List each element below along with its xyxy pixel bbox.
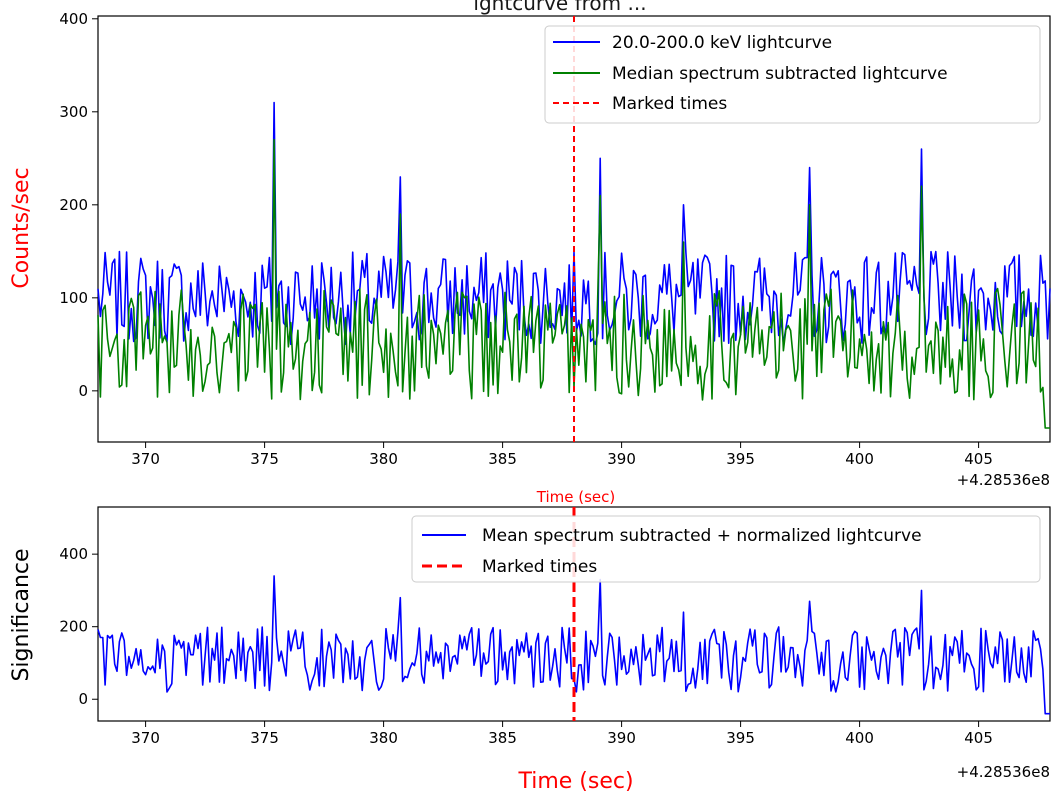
bottom-x-tick-label: 385 — [488, 729, 517, 747]
top-series-line-0 — [97, 101, 1051, 346]
figure-title-fragment: ightcurve from ... — [473, 0, 646, 15]
bottom-x-ticks: 370 375 380 385 390 395 400 405 — [131, 721, 993, 747]
top-x-tick-label: 380 — [369, 450, 398, 468]
top-panel: 370 375 380 385 390 395 400 405 0 100 200 300 400 +… — [9, 10, 1051, 506]
top-x-ticks: 370 375 380 385 390 395 400 405 — [131, 442, 993, 468]
top-x-tick-label: 405 — [964, 450, 993, 468]
bottom-x-tick-label: 390 — [607, 729, 636, 747]
bottom-x-tick-label: 380 — [369, 729, 398, 747]
bottom-y-axis-label: Significance — [9, 548, 34, 681]
top-y-axis-label: Counts/sec — [9, 167, 34, 288]
bottom-y-ticks: 0 200 400 — [59, 545, 98, 708]
bottom-legend: Mean spectrum subtracted + normalized li… — [411, 515, 1041, 583]
bottom-x-tick-label: 375 — [250, 729, 279, 747]
top-legend-box — [544, 25, 1041, 124]
bottom-y-tick-label: 0 — [78, 690, 88, 708]
bottom-legend-box — [411, 515, 1041, 583]
bottom-x-tick-label: 370 — [131, 729, 160, 747]
top-legend-label-median: Median spectrum subtracted lightcurve — [612, 64, 948, 84]
top-y-tick-label: 100 — [59, 289, 88, 307]
top-legend-label-marked: Marked times — [612, 94, 727, 114]
top-offset-label: +4.28536e8 — [957, 471, 1050, 489]
bottom-x-tick-label: 405 — [964, 729, 993, 747]
top-y-ticks: 0 100 200 300 400 — [59, 10, 98, 400]
top-legend-label-lightcurve: 20.0-200.0 keV lightcurve — [612, 33, 832, 53]
top-legend: 20.0-200.0 keV lightcurve Median spectru… — [544, 25, 1041, 124]
bottom-panel: 370 375 380 385 390 395 400 405 0 200 400 +4.2853… — [9, 506, 1051, 794]
bottom-y-tick-label: 200 — [59, 618, 88, 636]
top-y-tick-label: 200 — [59, 196, 88, 214]
bottom-x-axis-label: Time (sec) — [517, 769, 633, 794]
top-x-tick-label: 400 — [845, 450, 874, 468]
top-y-tick-label: 0 — [78, 382, 88, 400]
top-x-tick-label: 385 — [488, 450, 517, 468]
top-y-tick-label: 300 — [59, 103, 88, 121]
bottom-x-tick-label: 400 — [845, 729, 874, 747]
bottom-y-tick-label: 400 — [59, 545, 88, 563]
top-x-tick-label: 370 — [131, 450, 160, 468]
top-y-tick-label: 400 — [59, 10, 88, 28]
top-x-tick-label: 390 — [607, 450, 636, 468]
bottom-legend-label-marked: Marked times — [482, 557, 597, 577]
top-x-tick-label: 395 — [726, 450, 755, 468]
bottom-legend-label-normalized: Mean spectrum subtracted + normalized li… — [482, 526, 922, 546]
top-x-tick-label: 375 — [250, 450, 279, 468]
bottom-offset-label: +4.28536e8 — [957, 763, 1050, 781]
bottom-x-tick-label: 395 — [726, 729, 755, 747]
top-x-axis-label: Time (sec) — [536, 488, 615, 506]
